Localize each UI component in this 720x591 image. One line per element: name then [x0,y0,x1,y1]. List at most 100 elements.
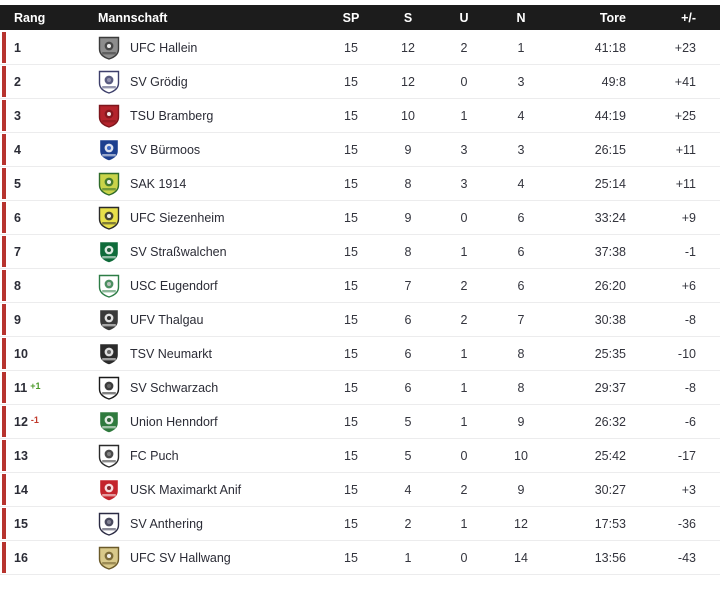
rank-cell: 6 [0,200,92,235]
team-cell[interactable]: SV Straßwalchen [92,234,322,269]
column-header-rank[interactable]: Rang [0,5,92,31]
team-name[interactable]: TSV Neumarkt [130,346,212,361]
team-name[interactable]: Union Henndorf [130,414,218,429]
team-cell[interactable]: UFC Hallein [92,30,322,65]
crest-sv-groedig-icon [98,70,120,94]
team-cell[interactable]: SV Anthering [92,506,322,541]
team-cell[interactable]: Union Henndorf [92,404,322,439]
points-cell: 20 [708,302,720,337]
played-cell: 15 [322,472,380,507]
goal-difference-cell: -6 [634,404,708,439]
played-cell: 15 [322,540,380,575]
column-header-drawn[interactable]: U [436,5,492,31]
points-cell: 19 [708,336,720,371]
won-cell: 1 [380,540,436,575]
team-name[interactable]: FC Puch [130,448,179,463]
team-cell[interactable]: TSU Bramberg [92,98,322,133]
team-cell[interactable]: SV Bürmoos [92,132,322,167]
team-name[interactable]: USK Maximarkt Anif [130,482,242,497]
rank-cell: 15 [0,506,92,541]
rank-cell: 16 [0,540,92,575]
zone-indicator-bar [2,134,6,165]
played-cell: 15 [322,268,380,303]
rank-number: 12 [14,414,28,429]
rank-number: 5 [14,176,21,191]
lost-cell: 8 [492,336,550,371]
team-name[interactable]: SV Anthering [130,516,203,531]
played-cell: 15 [322,30,380,65]
team-name[interactable]: SAK 1914 [130,176,187,191]
team-name[interactable]: SV Schwarzach [130,380,219,395]
rank-number: 8 [14,278,21,293]
played-cell: 15 [322,98,380,133]
team-cell[interactable]: SV Schwarzach [92,370,322,405]
rank-cell: 3 [0,98,92,133]
zone-indicator-bar [2,542,6,573]
column-header-goals[interactable]: Tore [550,5,634,31]
drawn-cell: 0 [436,438,492,473]
column-header-played[interactable]: SP [322,5,380,31]
drawn-cell: 2 [436,30,492,65]
points-cell: 3 [708,540,720,575]
team-name[interactable]: USC Eugendorf [130,278,218,293]
rank-cell: 12 -1 [0,404,92,439]
crest-sv-schwarzach-icon [98,376,120,400]
team-name[interactable]: SV Grödig [130,74,188,89]
team-name[interactable]: SV Bürmoos [130,142,201,157]
team-cell[interactable]: SAK 1914 [92,166,322,201]
rank-number: 3 [14,108,21,123]
team-cell[interactable]: UFC Siezenheim [92,200,322,235]
zone-indicator-bar [2,32,6,63]
team-cell[interactable]: USC Eugendorf [92,268,322,303]
rank-cell: 5 [0,166,92,201]
team-cell[interactable]: UFV Thalgau [92,302,322,337]
column-header-diff[interactable]: +/- [634,5,708,31]
zone-indicator-bar [2,304,6,335]
goal-difference-cell: +23 [634,30,708,65]
team-name[interactable]: TSU Bramberg [130,108,214,123]
points-cell: 27 [708,200,720,235]
column-header-points[interactable]: Pkt [708,5,720,31]
lost-cell: 6 [492,234,550,269]
rank-cell: 8 [0,268,92,303]
team-name[interactable]: SV Straßwalchen [130,244,227,259]
drawn-cell: 1 [436,336,492,371]
crest-union-henndorf-icon [98,410,120,434]
team-name[interactable]: UFC Hallein [130,40,198,55]
team-name[interactable]: UFC Siezenheim [130,210,225,225]
column-header-team[interactable]: Mannschaft [92,5,322,31]
drawn-cell: 0 [436,64,492,99]
team-cell[interactable]: FC Puch [92,438,322,473]
team-cell[interactable]: USK Maximarkt Anif [92,472,322,507]
column-header-lost[interactable]: N [492,5,550,31]
column-header-won[interactable]: S [380,5,436,31]
rank-number: 16 [14,550,28,565]
team-name[interactable]: UFV Thalgau [130,312,204,327]
rank-cell: 1 [0,30,92,65]
rank-number: 6 [14,210,21,225]
rank-change-indicator: +1 [30,380,41,391]
played-cell: 15 [322,132,380,167]
lost-cell: 8 [492,370,550,405]
team-cell[interactable]: UFC SV Hallwang [92,540,322,575]
team-cell[interactable]: TSV Neumarkt [92,336,322,371]
team-name[interactable]: UFC SV Hallwang [130,550,231,565]
team-cell[interactable]: SV Grödig [92,64,322,99]
goals-cell: 26:32 [550,404,634,439]
